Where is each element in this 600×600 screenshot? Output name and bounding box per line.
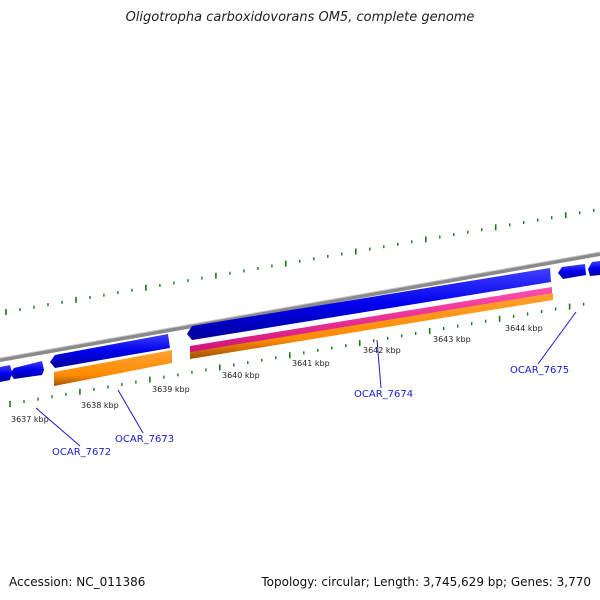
- leader-line-ocar7675: [537, 311, 577, 365]
- gene-blue-right-partial[interactable]: [588, 261, 600, 276]
- tick-label-3643: 3643 kbp: [433, 335, 471, 344]
- tick-label-3640: 3640 kbp: [222, 371, 260, 380]
- gene-pink-ocar7674[interactable]: [190, 287, 552, 353]
- gene-blue-left-partial[interactable]: [0, 365, 12, 382]
- tick-label-3638: 3638 kbp: [81, 401, 119, 410]
- tick-label-3637: 3637 kbp: [11, 415, 49, 424]
- gene-blue-ocar7674[interactable]: [187, 268, 551, 340]
- tick-label-3642: 3642 kbp: [363, 346, 401, 355]
- gene-label-ocar7672[interactable]: OCAR_7672: [52, 447, 111, 458]
- genome-backbone-highlight: [0, 251, 600, 359]
- tick-label-3641: 3641 kbp: [292, 359, 330, 368]
- leader-line-ocar7674: [376, 339, 382, 389]
- gene-orange-ocar7673[interactable]: [54, 350, 172, 386]
- gene-orange-ocar7674[interactable]: [190, 293, 553, 359]
- genome-stats-text: Topology: circular; Length: 3,745,629 bp…: [261, 575, 591, 589]
- ruler-dot-track: [9, 302, 585, 407]
- genome-backbone: [0, 252, 600, 362]
- gene-label-ocar7675[interactable]: OCAR_7675: [510, 365, 569, 376]
- leader-line-ocar7672: [35, 407, 81, 447]
- gene-blue-ocar7675[interactable]: [558, 264, 586, 279]
- tick-label-3639: 3639 kbp: [152, 385, 190, 394]
- gene-blue-ocar7673[interactable]: [50, 334, 170, 368]
- genome-title: Oligotropha carboxidovorans OM5, complet…: [125, 10, 475, 25]
- outer-dot-track: [5, 208, 595, 315]
- gene-blue-ocar7672[interactable]: [10, 361, 44, 379]
- tick-label-3644: 3644 kbp: [505, 324, 543, 333]
- gene-label-ocar7673[interactable]: OCAR_7673: [115, 434, 174, 445]
- accession-text: Accession: NC_011386: [9, 575, 146, 589]
- gene-label-ocar7674[interactable]: OCAR_7674: [354, 389, 413, 400]
- leader-line-ocar7673: [117, 389, 144, 434]
